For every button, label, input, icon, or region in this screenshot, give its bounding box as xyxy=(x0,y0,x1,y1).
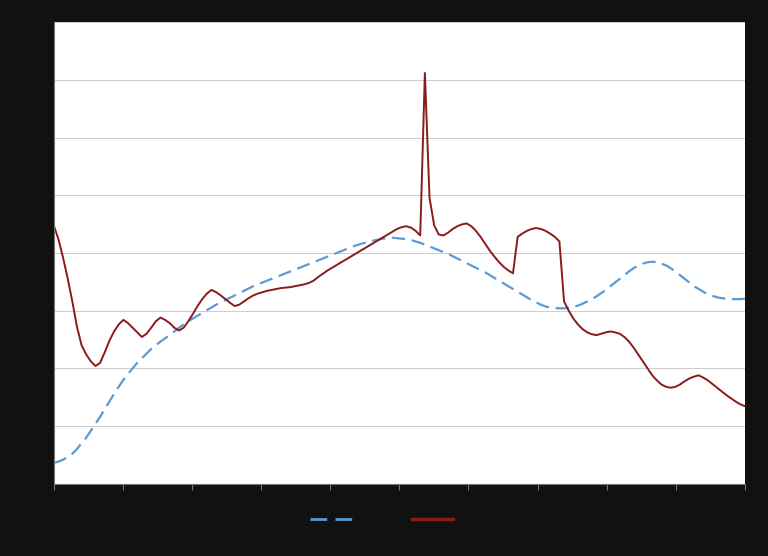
Legend: , : , xyxy=(305,507,463,533)
